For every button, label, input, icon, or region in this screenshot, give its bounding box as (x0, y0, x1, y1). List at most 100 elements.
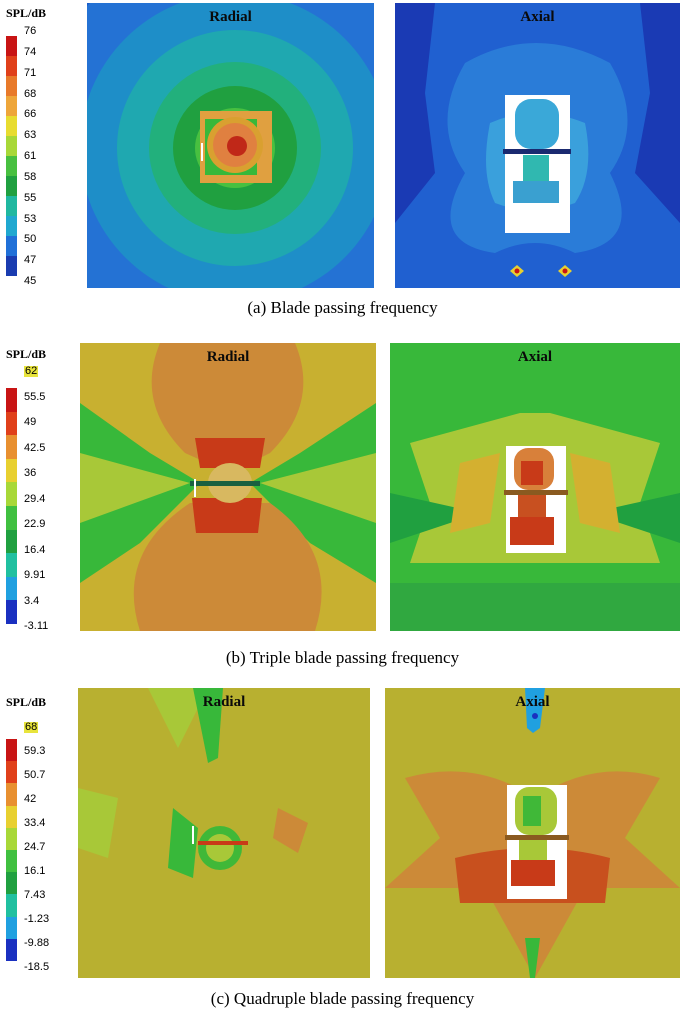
colorbar-swatch (6, 216, 17, 236)
colorbar-tick-label: 71 (24, 66, 37, 79)
colorbar-swatch (6, 236, 17, 256)
colorbar-swatch (6, 529, 17, 554)
radial-plot: Radial (80, 343, 376, 631)
colorbar-tick-label: 7.43 (24, 889, 46, 901)
axial-contour-image (395, 3, 680, 288)
colorbar-tick-label: 61 (24, 150, 37, 162)
colorbar-tick-label: 76 (24, 25, 37, 37)
radial-plot: Radial (87, 3, 374, 288)
caption-c: (c) Quadruple blade passing frequency (210, 989, 475, 1008)
colorbar-swatch (6, 136, 17, 156)
colorbar-swatch (6, 849, 17, 873)
legend-c: SPL/dB 68 59.3 50.7 42 33.4 24.7 16.1 7.43 -1.23… (0, 683, 80, 983)
colorbar-tick-label: 42.5 (24, 441, 46, 454)
axial-plot: Axial (390, 343, 680, 631)
colorbar-tick-label: 16.4 (24, 543, 46, 556)
colorbar-tick-label: -1.23 (24, 913, 50, 925)
axial-plot: Axial (385, 688, 680, 978)
colorbar-swatch (6, 894, 17, 917)
colorbar-swatch (6, 156, 17, 176)
caption-a: (a) Blade passing frequency (247, 298, 438, 317)
colorbar-swatch (6, 739, 17, 762)
colorbar-swatch (6, 872, 17, 895)
colorbar-labels: 62 55.5 49 42.5 36 29.4 22.9 16.4 9.91 3.4 -3.11 (24, 366, 74, 632)
axial-plot: Axial (395, 3, 680, 288)
colorbar-tick-label: 63 (24, 129, 37, 142)
colorbar-tick-label: 36 (24, 467, 37, 479)
colorbar-swatch (6, 938, 17, 961)
colorbar-tick-label: 50 (24, 233, 37, 246)
axial-title: Axial (520, 9, 555, 25)
colorbar-swatch (6, 76, 17, 96)
figure-panel-a: SPL/dB 76 74 71 68 66 63 61 58 55 53 50 47 45 Radial (0, 0, 685, 330)
colorbar-tick-label: 47 (24, 254, 37, 267)
colorbar-tick-label: 68 (24, 87, 37, 100)
axial-title: Axial (515, 694, 550, 710)
figure-panel-c: SPL/dB 68 59.3 50.7 42 33.4 24.7 16.1 7.43 -1.23… (0, 683, 685, 1018)
colorbar-swatch (6, 96, 17, 116)
colorbar-tick-label: 9.91 (24, 569, 46, 581)
axial-title: Axial (517, 349, 553, 365)
colorbar-tick-label: 74 (24, 45, 37, 58)
colorbar-tick-label: 3.4 (24, 594, 40, 607)
colorbar-swatch (6, 458, 17, 483)
colorbar-swatch (6, 176, 17, 196)
colorbar-swatch (6, 761, 17, 784)
colorbar-swatch (6, 916, 17, 939)
colorbar-swatch (6, 388, 17, 412)
colorbar-swatch (6, 256, 17, 276)
colorbar-tick-label: 29.4 (24, 492, 46, 505)
colorbar (6, 388, 17, 624)
colorbar-swatch (6, 576, 17, 601)
colorbar-tick-label: -9.88 (24, 937, 50, 949)
colorbar-swatch (6, 411, 17, 436)
legend-title: SPL/dB (6, 347, 47, 361)
colorbar-labels: 68 59.3 50.7 42 33.4 24.7 16.1 7.43 -1.23 -9.88 -1… (24, 722, 74, 973)
radial-contour-image (80, 343, 376, 631)
colorbar-swatch (6, 482, 17, 506)
radial-title: Radial (206, 349, 250, 365)
legend-a: SPL/dB 76 74 71 68 66 63 61 58 55 53 50 47 45 (0, 0, 80, 290)
colorbar-tick-label: 53 (24, 212, 37, 225)
colorbar (6, 36, 17, 276)
axial-contour-image (390, 343, 680, 631)
colorbar-tick-label: 55 (24, 191, 37, 204)
colorbar-tick-label: 50.7 (24, 769, 46, 781)
radial-title: Radial (202, 694, 246, 710)
colorbar (6, 739, 17, 961)
colorbar-tick-label: 42 (24, 793, 37, 805)
colorbar-labels: 76 74 71 68 66 63 61 58 55 53 50 47 45 (24, 26, 74, 287)
colorbar-swatch (6, 435, 17, 459)
radial-contour-image (78, 688, 370, 978)
colorbar-tick-label: -18.5 (24, 961, 50, 973)
colorbar-tick-label: -3.11 (24, 620, 49, 632)
colorbar-tick-label: 59.3 (24, 745, 46, 757)
colorbar-tick-label: 16.1 (24, 865, 46, 877)
figure-panel-b: SPL/dB 62 55.5 49 42.5 36 29.4 22.9 16.4 9.91 3.4… (0, 335, 685, 675)
radial-title: Radial (209, 9, 252, 25)
colorbar-swatch (6, 56, 17, 76)
colorbar-tick-label: 55.5 (24, 390, 46, 403)
legend-b: SPL/dB 62 55.5 49 42.5 36 29.4 22.9 16.4 9.91 3.4… (0, 335, 80, 635)
colorbar-swatch (6, 36, 17, 56)
legend-title: SPL/dB (6, 695, 47, 709)
colorbar-swatch (6, 827, 17, 850)
colorbar-swatch (6, 805, 17, 828)
radial-contour-image (87, 3, 374, 288)
colorbar-swatch (6, 553, 17, 577)
colorbar-swatch (6, 196, 17, 216)
colorbar-swatch (6, 505, 17, 530)
colorbar-tick-label: 45 (24, 275, 37, 287)
colorbar-tick-label: 49 (24, 416, 37, 428)
colorbar-tick-label: 22.9 (24, 518, 46, 530)
colorbar-tick-label: 62 (24, 365, 39, 377)
colorbar-tick-label: 58 (24, 170, 37, 183)
colorbar-tick-label: 68 (24, 721, 39, 733)
caption-b: (b) Triple blade passing frequency (225, 648, 460, 667)
colorbar-tick-label: 24.7 (24, 841, 46, 853)
colorbar-swatch (6, 783, 17, 806)
colorbar-swatch (6, 600, 17, 624)
radial-plot: Radial (78, 688, 370, 978)
axial-contour-image (385, 688, 680, 978)
legend-title: SPL/dB (6, 6, 47, 20)
